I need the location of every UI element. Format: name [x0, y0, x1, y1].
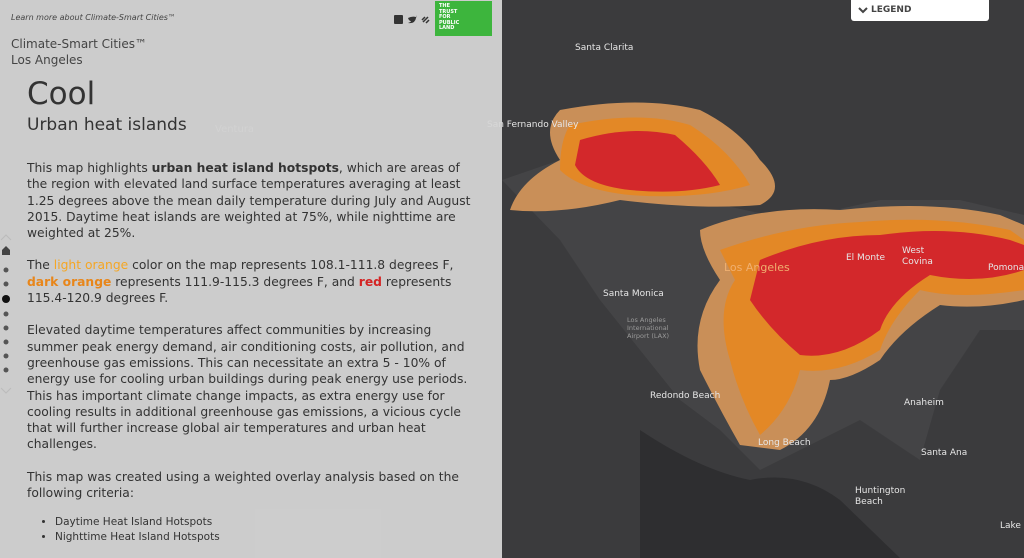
paragraph: Elevated daytime temperatures affect com… [27, 323, 468, 452]
map-label: Los Angeles [724, 261, 790, 274]
map-label: Beach [855, 497, 883, 507]
nav-up[interactable] [0, 234, 12, 241]
section-nav [0, 234, 12, 394]
map-label: Lake Forest [1000, 521, 1024, 531]
nav-dot[interactable] [3, 311, 9, 317]
nav-dot[interactable] [3, 325, 9, 331]
paragraph: This map highlights urban heat island ho… [27, 160, 482, 241]
text: The [27, 258, 54, 273]
map-label: Airport (LAX) [627, 332, 669, 340]
logo-line: TRUST [439, 8, 458, 15]
legend-button[interactable]: LEGEND [851, 0, 989, 21]
logo-line: THE [439, 3, 451, 9]
list-item: Daytime Heat Island Hotspots [55, 515, 482, 530]
side-panel: Learn more about Climate-Smart Cities™ C… [0, 0, 502, 558]
link-icon[interactable] [421, 16, 430, 24]
map-label: Anaheim [904, 398, 944, 408]
nav-dot[interactable] [3, 339, 9, 345]
nav-dot[interactable] [3, 281, 9, 287]
text: , which are areas of the region with ele… [27, 161, 471, 241]
criteria-list: Daytime Heat Island Hotspots Nighttime H… [27, 515, 482, 545]
ocean [640, 430, 900, 558]
header-title-text: Climate-Smart Cities™ [11, 37, 148, 51]
nav-dot[interactable] [3, 367, 9, 373]
map-label: Long Beach [758, 438, 811, 448]
chevron [858, 7, 868, 14]
map-label: West [902, 246, 925, 256]
nav-dot-active[interactable] [2, 295, 10, 303]
text: color on the map represents 108.1-111.8 … [128, 258, 454, 273]
section-title: Cool [27, 76, 96, 112]
map-label: Santa Ana [921, 448, 967, 458]
map-label: San Fernando Valley [487, 120, 579, 130]
logo-line: FOR [439, 14, 451, 21]
paragraph: This map was created using a weighted ov… [27, 469, 459, 501]
map-label: Redondo Beach [650, 391, 720, 401]
dark-orange-text: dark orange [27, 274, 112, 289]
light-orange-text: light orange [53, 258, 129, 273]
header-subtitle: Los Angeles [11, 53, 83, 67]
map-label: Huntington [855, 486, 905, 496]
text: This map highlights [27, 161, 152, 175]
map-label: Covina [902, 257, 933, 267]
text: represents 115.4-120.9 degrees F. [27, 274, 452, 306]
learn-more-link[interactable]: Learn more about Climate-Smart Cities™ [11, 13, 176, 22]
social-icons [394, 15, 430, 24]
paragraph: The light orange color on the map repres… [27, 257, 482, 306]
nav-dot[interactable] [3, 267, 9, 273]
nav-down[interactable] [0, 387, 12, 394]
heat-red [750, 231, 1024, 356]
facebook-icon[interactable] [394, 15, 403, 24]
map-label: Santa Clarita [575, 43, 633, 53]
map-label: Santa Monica [603, 289, 664, 299]
map-label: El Monte [846, 253, 886, 263]
list-item: Nighttime Heat Island Hotspots [55, 530, 482, 545]
section-content: Cool Urban heat islands This map highlig… [27, 74, 482, 545]
map-label: Pomona [988, 263, 1024, 273]
logo-line: LAND [439, 25, 455, 32]
red-text: red [358, 274, 382, 289]
heat-red [575, 131, 720, 192]
bold-text: urban heat island hotspots [151, 161, 339, 175]
twitter-icon[interactable] [408, 15, 417, 24]
section-subtitle: Urban heat islands [27, 115, 187, 135]
map-label: Los Angeles [627, 316, 666, 324]
nav-home[interactable] [2, 246, 10, 255]
nav-dot[interactable] [3, 353, 9, 359]
logo-line: PUBLIC [439, 19, 460, 26]
legend-label: LEGEND [871, 5, 912, 15]
text: represents 111.9-115.3 degrees F, and [111, 274, 359, 289]
logo[interactable]: THE TRUST FOR PUBLIC LAND [435, 1, 492, 36]
map-label: International [627, 324, 669, 332]
header-title: Climate-Smart Cities™ Los Angeles [11, 36, 147, 68]
